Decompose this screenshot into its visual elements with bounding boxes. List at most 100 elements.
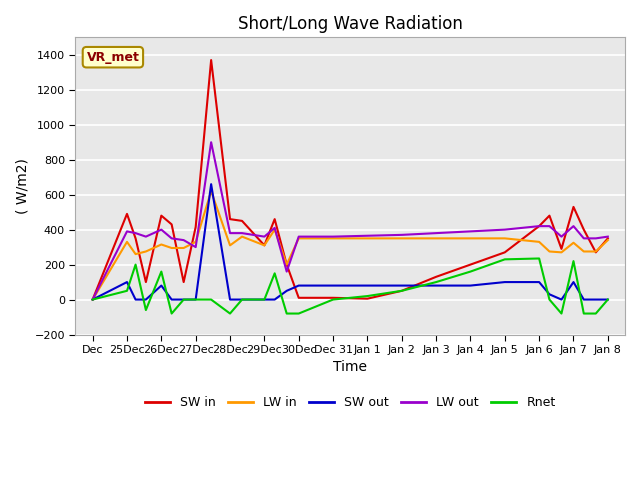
Rnet <box>592 311 600 316</box>
SW in <box>180 279 188 285</box>
Rnet <box>467 269 474 275</box>
LW out <box>283 269 291 275</box>
LW in <box>180 245 188 251</box>
Line: Rnet: Rnet <box>93 258 608 313</box>
Rnet <box>180 297 188 302</box>
SW out <box>295 283 303 288</box>
Rnet <box>123 288 131 294</box>
SW out <box>545 291 553 297</box>
SW in <box>432 274 440 280</box>
LW in <box>557 250 565 255</box>
Legend: SW in, LW in, SW out, LW out, Rnet: SW in, LW in, SW out, LW out, Rnet <box>140 391 561 414</box>
SW in <box>123 211 131 217</box>
SW in <box>570 204 577 210</box>
LW in <box>364 236 371 241</box>
LW in <box>192 239 200 245</box>
LW out <box>329 234 337 240</box>
Rnet <box>207 297 215 302</box>
LW out <box>168 236 175 241</box>
LW out <box>535 223 543 229</box>
LW in <box>432 236 440 241</box>
LW out <box>89 297 97 302</box>
Rnet <box>545 297 553 302</box>
LW in <box>570 240 577 246</box>
LW in <box>467 236 474 241</box>
Rnet <box>570 258 577 264</box>
Rnet <box>89 297 97 302</box>
Rnet <box>557 311 565 316</box>
LW in <box>142 249 150 254</box>
LW in <box>580 249 588 254</box>
Text: VR_met: VR_met <box>86 51 140 64</box>
Rnet <box>295 311 303 316</box>
SW out <box>329 283 337 288</box>
SW out <box>168 297 175 302</box>
SW out <box>592 297 600 302</box>
SW out <box>192 297 200 302</box>
SW out <box>238 297 246 302</box>
LW out <box>132 230 140 236</box>
LW in <box>132 251 140 257</box>
X-axis label: Time: Time <box>333 360 367 374</box>
LW out <box>142 234 150 240</box>
SW in <box>545 213 553 218</box>
LW out <box>271 225 278 231</box>
SW in <box>168 221 175 227</box>
SW out <box>271 297 278 302</box>
Rnet <box>283 311 291 316</box>
SW out <box>557 297 565 302</box>
LW out <box>398 232 406 238</box>
Y-axis label: ( W/m2): ( W/m2) <box>15 158 29 214</box>
SW in <box>271 216 278 222</box>
LW in <box>207 188 215 194</box>
SW out <box>364 283 371 288</box>
LW in <box>545 249 553 254</box>
Line: SW out: SW out <box>93 184 608 300</box>
SW in <box>260 242 268 248</box>
LW out <box>604 234 612 240</box>
LW out <box>592 236 600 241</box>
LW in <box>168 245 175 251</box>
LW out <box>238 230 246 236</box>
SW in <box>467 262 474 267</box>
Rnet <box>271 270 278 276</box>
Rnet <box>432 279 440 285</box>
SW in <box>89 297 97 302</box>
Rnet <box>501 256 509 262</box>
SW in <box>592 250 600 255</box>
SW out <box>142 297 150 302</box>
SW out <box>467 283 474 288</box>
LW out <box>580 236 588 241</box>
Rnet <box>238 297 246 302</box>
SW out <box>535 279 543 285</box>
Rnet <box>142 307 150 313</box>
LW in <box>501 236 509 241</box>
SW in <box>192 224 200 230</box>
SW out <box>207 181 215 187</box>
LW out <box>260 234 268 240</box>
LW in <box>283 262 291 267</box>
LW in <box>89 297 97 302</box>
SW in <box>329 295 337 300</box>
SW in <box>132 236 140 241</box>
SW out <box>501 279 509 285</box>
LW out <box>570 223 577 229</box>
SW in <box>557 246 565 252</box>
SW in <box>283 262 291 267</box>
SW out <box>432 283 440 288</box>
LW in <box>238 234 246 240</box>
SW out <box>123 279 131 285</box>
LW in <box>295 236 303 241</box>
Rnet <box>329 297 337 302</box>
SW in <box>364 296 371 301</box>
LW in <box>592 249 600 254</box>
Line: LW out: LW out <box>93 142 608 300</box>
Rnet <box>192 297 200 302</box>
SW in <box>580 227 588 232</box>
LW in <box>226 242 234 248</box>
SW in <box>207 57 215 63</box>
SW out <box>283 288 291 294</box>
SW in <box>142 279 150 285</box>
LW in <box>260 242 268 248</box>
SW out <box>580 297 588 302</box>
